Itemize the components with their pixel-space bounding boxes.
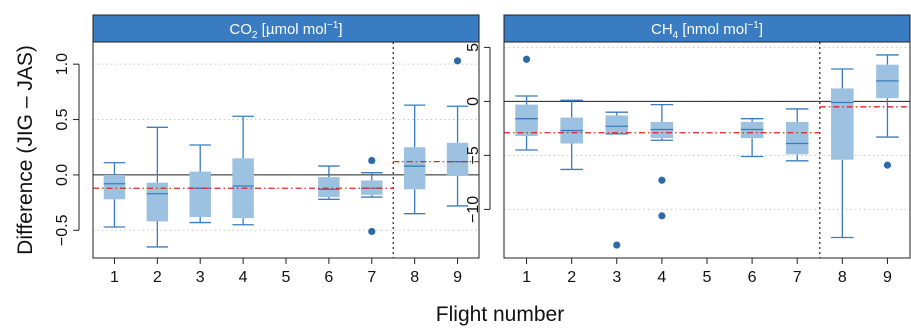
- panel-title-part: 2: [252, 30, 258, 41]
- x-tick-label: 2: [567, 269, 576, 286]
- x-tick-label: 2: [153, 269, 162, 286]
- y-axis-label: Difference (JIG – JAS): [14, 45, 37, 255]
- boxplot-flight-6: [740, 118, 764, 158]
- outlier-point: [658, 176, 666, 184]
- x-tick-label: 1: [522, 269, 531, 286]
- box-iqr: [403, 147, 426, 190]
- boxplot-flight-8: [403, 104, 426, 215]
- panel-title: CO2 [µmol mol−1]: [229, 20, 342, 41]
- y-tick-label: −5: [465, 146, 482, 164]
- y-tick-label: −10: [465, 196, 482, 223]
- x-tick-label: 8: [838, 269, 847, 286]
- outlier-point: [883, 161, 892, 169]
- boxplot-flight-9: [876, 54, 899, 169]
- box-iqr: [146, 182, 169, 222]
- panel-header: [503, 14, 911, 43]
- box-iqr: [189, 171, 211, 218]
- outlier-point: [522, 55, 531, 63]
- x-tick-label: 1: [110, 269, 119, 286]
- x-tick-label: 5: [703, 269, 712, 286]
- x-tick-label: 3: [196, 269, 205, 286]
- y-tick-label: 0.0: [54, 164, 71, 186]
- panel-title-part: CO: [229, 21, 252, 38]
- boxplot-flight-6: [318, 165, 340, 200]
- boxplot-flight-2: [146, 126, 169, 248]
- x-tick-label: 6: [748, 269, 757, 286]
- boxplot-flight-1: [103, 162, 126, 228]
- x-tick-label: 9: [453, 269, 462, 286]
- box-iqr: [515, 104, 538, 136]
- co2-panel: CO2 [µmol mol−1]−0.50.00.51.01 2 3 4 5 6 7 8 9: [54, 14, 480, 286]
- panel-title-part: CH: [651, 21, 673, 38]
- panel-header: [92, 14, 480, 43]
- box-iqr: [446, 142, 469, 177]
- boxplot-flight-4: [232, 115, 254, 226]
- box-iqr: [785, 121, 809, 155]
- x-tick-label: 7: [793, 269, 802, 286]
- y-tick-label: 0: [465, 97, 482, 106]
- panel-title: CH4 [nmol mol−1]: [651, 20, 763, 41]
- boxplot-flight-7: [785, 108, 809, 162]
- y-tick-label: 5: [465, 43, 482, 52]
- boxplot-flight-4: [650, 103, 674, 220]
- x-tick-label: 4: [657, 269, 666, 286]
- y-axis: −10 −5 0 5: [465, 43, 491, 223]
- panel-title-part: [nmol mol: [678, 21, 747, 38]
- x-tick-label: 4: [239, 269, 248, 286]
- box-iqr: [605, 115, 629, 133]
- panel-title-part: [µmol mol: [257, 21, 327, 38]
- x-axis: 1 2 3 4 5 6 7 8 9: [522, 258, 892, 286]
- panel-title-part: ]: [338, 21, 342, 38]
- panel-title-part: 4: [673, 30, 679, 41]
- boxplot-flight-1: [515, 55, 538, 151]
- boxplot-flight-9: [446, 57, 469, 207]
- panel-title-part: −1: [747, 20, 759, 31]
- outlier-point: [368, 156, 376, 165]
- x-tick-label: 7: [367, 269, 376, 286]
- y-tick-label: 0.5: [54, 108, 71, 130]
- outlier-point: [368, 227, 376, 236]
- x-axis: 1 2 3 4 5 6 7 8 9: [110, 258, 462, 286]
- x-axis-label: Flight number: [436, 303, 564, 326]
- boxplot-flight-3: [189, 144, 211, 224]
- x-tick-label: 9: [883, 269, 892, 286]
- box-iqr: [318, 177, 340, 198]
- boxplot-flight-8: [831, 68, 854, 239]
- outlier-point: [613, 241, 621, 249]
- y-tick-label: −0.5: [54, 214, 71, 246]
- boxplot-flight-2: [560, 99, 583, 171]
- x-tick-label: 3: [612, 269, 621, 286]
- outlier-point: [453, 57, 462, 65]
- box-iqr: [103, 174, 126, 200]
- x-tick-label: 6: [324, 269, 333, 286]
- y-tick-label: 1.0: [54, 53, 71, 75]
- x-tick-label: 8: [410, 269, 419, 286]
- box-iqr: [831, 88, 854, 160]
- boxplot-flight-7: [361, 156, 383, 236]
- x-tick-label: 5: [282, 269, 291, 286]
- panel-title-part: −1: [327, 20, 339, 31]
- outlier-point: [658, 212, 666, 220]
- panel-title-part: ]: [759, 21, 763, 38]
- y-axis: −0.5 0.0 0.5 1.0: [54, 53, 80, 246]
